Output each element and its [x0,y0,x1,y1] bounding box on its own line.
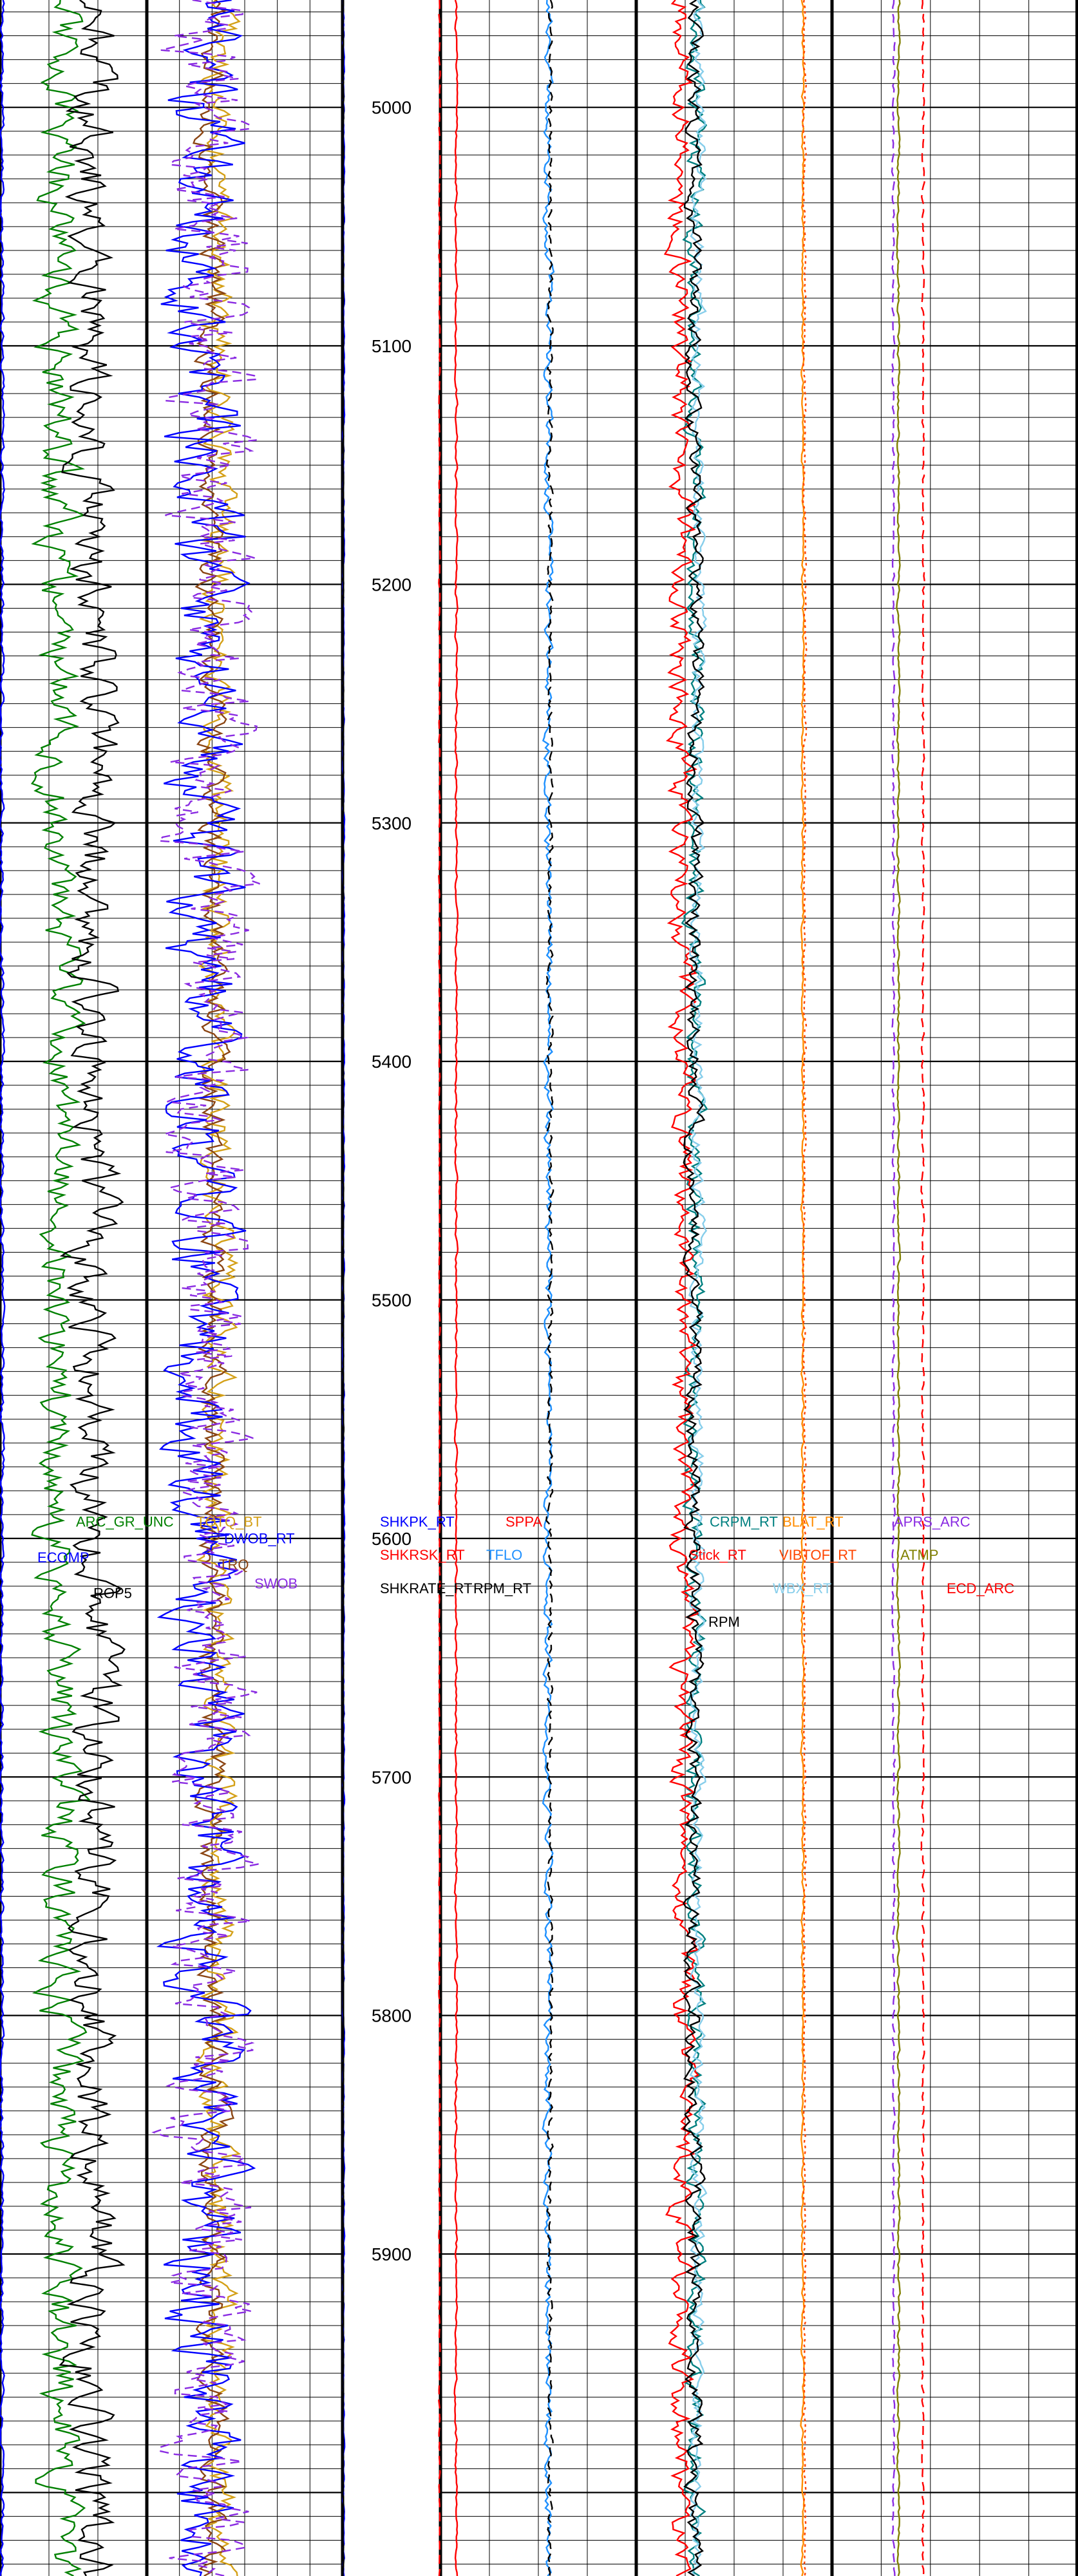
curve-label: ECD_ARC [947,1580,1014,1596]
curve-rpm [682,0,706,2576]
curve-label: SWOB [254,1576,298,1592]
curve-arc-gr-unc [30,0,91,2576]
curve-label: TQTQ_BT [196,1513,261,1530]
curve-label: APRS_ARC [894,1513,970,1530]
curve-label: WBX_RT [773,1580,831,1596]
curve-label: CRPM_RT [710,1513,778,1530]
curve-shkrate-rt [341,0,345,2576]
rotation-track [663,0,808,2576]
curve-labels: ARC_GR_UNC ECOMP ROP5 TQTQ_BT TRQ DWOB_RT SWOB… [37,1513,1014,1630]
gamma-ray-track [0,0,126,2576]
curve-label: Stick_RT [689,1547,746,1563]
curve-aprs-arc [891,0,896,2576]
curve-label: RPM [708,1614,740,1630]
depth-tick-label: 5200 [372,574,411,594]
curve-shkrsk-rt [438,0,441,2576]
curve-dwob-rt [156,0,256,2576]
curve-label: ARC_GR_UNC [76,1513,174,1530]
depth-tick-label: 5100 [372,336,411,356]
curve-ecomp [0,0,6,2576]
curve-trq [192,0,234,2576]
curve-label: ECOMP [37,1549,90,1566]
depth-tick-label: 5000 [372,98,411,118]
depth-tick-label: 5400 [372,1052,411,1072]
curve-ecd-arc [920,0,926,2576]
curve-label: SPPA [506,1513,542,1530]
depth-tick-label: 5800 [372,2006,411,2026]
curve-label: SHKRSK_RT [380,1547,465,1563]
depth-tick-label: 5600 [372,1529,411,1549]
curve-label: BLAT_RT [782,1513,844,1530]
flow-pressure-track [453,0,555,2576]
log-curves [0,0,926,2576]
shock-track [341,0,441,2576]
curve-wbx-rt [688,0,708,2576]
depth-tick-label: 5300 [372,813,411,833]
curve-atmp [896,0,902,2576]
depth-tick-label: 5500 [372,1291,411,1311]
curve-tqtq-bt [195,0,241,2576]
curve-label: VIBTOF_RT [779,1547,856,1563]
curve-label: RPM_RT [473,1580,531,1596]
curve-label: SHKPK_RT [380,1513,455,1530]
curve-tflo [542,0,555,2576]
curve-label: ROP5 [93,1585,132,1601]
depth-tick-label: 5900 [372,2244,411,2264]
annular-track [891,0,926,2576]
depth-tick-label: 5700 [372,1767,411,1787]
curve-vibtof-rt [802,0,808,2576]
curve-swob [151,0,260,2576]
curve-rpm-rt [545,0,554,2576]
curve-sppa [453,0,459,2576]
curve-label: SHKRATE_RT [380,1580,472,1596]
curve-label: ATMP [900,1547,938,1563]
curve-stick-rt [663,0,700,2576]
curve-label: DWOB_RT [224,1530,295,1546]
curve-rop5 [59,0,126,2576]
curve-label: TRQ [219,1557,249,1573]
curve-blat-rt [800,0,806,2576]
curve-label: TFLO [486,1547,522,1563]
drilling-dynamics-track [151,0,260,2576]
